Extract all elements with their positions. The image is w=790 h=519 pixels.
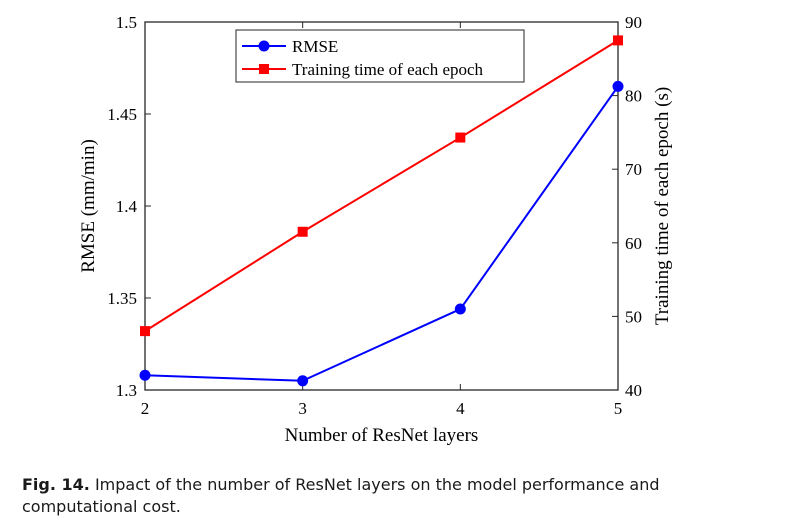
right-y-axis-title: Training time of each epoch (s) <box>652 87 673 325</box>
data-point-rmse <box>454 303 466 315</box>
data-point-training-time <box>297 226 308 237</box>
figure-caption-text: Impact of the number of ResNet layers on… <box>22 475 660 516</box>
left-y-tick-label: 1.5 <box>116 13 137 32</box>
x-tick-label: 2 <box>141 399 150 418</box>
x-tick-label: 5 <box>614 399 623 418</box>
figure-caption: Fig. 14. Impact of the number of ResNet … <box>22 474 762 518</box>
series-line-training-time <box>144 39 619 332</box>
x-tick-label: 4 <box>456 399 465 418</box>
series-line-rmse <box>144 85 619 382</box>
legend-label-training-time: Training time of each epoch <box>292 60 484 79</box>
x-axis-title: Number of ResNet layers <box>285 425 479 446</box>
data-point-rmse <box>297 375 309 387</box>
left-y-tick-label: 1.3 <box>116 381 137 400</box>
right-y-tick-label: 70 <box>625 160 642 179</box>
left-y-tick-label: 1.45 <box>107 105 137 124</box>
left-y-tick-label: 1.35 <box>107 289 137 308</box>
data-point-training-time <box>455 132 466 143</box>
series-layer <box>139 35 624 387</box>
legend-marker-rmse <box>258 40 270 52</box>
data-point-training-time <box>613 35 623 46</box>
legend-marker-training-time <box>259 64 269 74</box>
data-point-training-time <box>140 326 150 337</box>
right-y-tick-label: 80 <box>625 87 642 106</box>
legend-label-rmse: RMSE <box>292 37 338 56</box>
figure-caption-label: Fig. 14. <box>22 475 90 494</box>
right-y-tick-label: 50 <box>625 307 642 326</box>
x-tick-label: 3 <box>298 399 307 418</box>
legend-box <box>235 29 525 83</box>
x-axis-ticks: 2 3 4 5 <box>141 22 623 418</box>
left-y-tick-label: 1.4 <box>116 197 138 216</box>
right-y-tick-label: 90 <box>625 13 642 32</box>
right-y-tick-label: 60 <box>625 234 642 253</box>
data-point-rmse <box>139 369 151 381</box>
legend: RMSE Training time of each epoch <box>235 29 525 83</box>
left-y-axis-ticks: 1.3 1.35 1.4 1.45 1.5 <box>107 13 151 400</box>
data-point-rmse <box>612 80 624 92</box>
left-y-axis-title: RMSE (mm/min) <box>78 139 99 273</box>
chart: 1.3 1.35 1.4 1.45 1.5 40 50 60 70 80 90 2 3 4 5 Numb… <box>78 13 673 446</box>
right-y-tick-label: 40 <box>625 381 642 400</box>
right-y-axis-ticks: 40 50 60 70 80 90 <box>612 13 642 400</box>
